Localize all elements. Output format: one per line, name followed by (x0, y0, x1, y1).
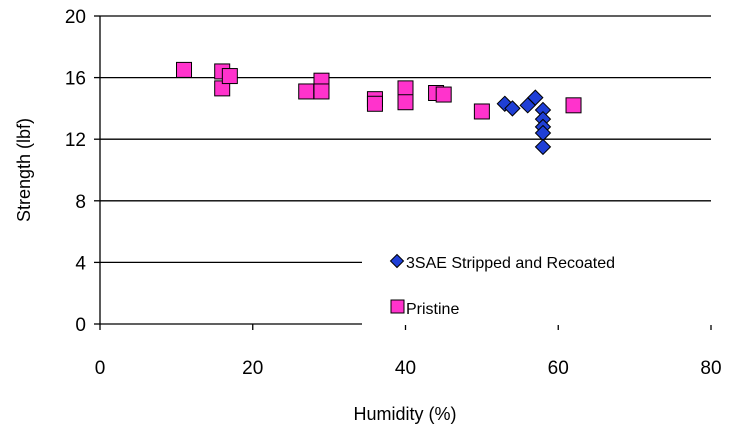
x-tick-label: 20 (242, 358, 263, 379)
data-points (176, 61, 582, 156)
legend-item-3sae: 3SAE Stripped and Recoated (389, 253, 615, 272)
tick-labels: 0 4 8 12 16 20 0 20 40 60 80 (65, 7, 722, 379)
y-axis-title: Strength (lbf) (14, 118, 34, 222)
x-axis-title: Humidity (%) (353, 404, 456, 424)
data-point-pristine (397, 80, 414, 97)
legend-background (362, 245, 714, 325)
legend-item-pristine: Pristine (390, 299, 459, 318)
x-tick-label: 80 (700, 358, 721, 379)
data-point-pristine (221, 68, 238, 85)
data-point-pristine (435, 86, 452, 103)
y-tick-label: 16 (65, 69, 86, 90)
data-point-3sae (534, 138, 552, 156)
data-point-pristine (298, 83, 315, 100)
data-point-pristine (366, 95, 383, 112)
legend: 3SAE Stripped and Recoated Pristine (362, 245, 714, 325)
x-tick-label: 0 (95, 358, 106, 379)
data-point-pristine (176, 61, 193, 78)
data-point-3sae (504, 100, 521, 117)
legend-square-marker (390, 299, 405, 314)
data-point-3sae (527, 89, 544, 106)
x-tick-label: 60 (548, 358, 569, 379)
legend-label-3sae: 3SAE Stripped and Recoated (406, 255, 615, 272)
legend-diamond-marker (389, 253, 405, 269)
grid-lines (100, 15, 711, 264)
x-tick-label: 40 (395, 358, 416, 379)
data-point-pristine (397, 94, 414, 111)
y-tick-label: 20 (65, 7, 86, 28)
y-tick-label: 0 (75, 315, 86, 336)
legend-label-pristine: Pristine (406, 301, 459, 318)
data-point-pristine (313, 83, 330, 100)
y-tick-label: 4 (75, 253, 86, 274)
y-tick-label: 8 (75, 192, 86, 213)
data-point-pristine (565, 97, 582, 114)
data-point-pristine (473, 103, 490, 120)
y-tick-label: 12 (65, 130, 86, 151)
